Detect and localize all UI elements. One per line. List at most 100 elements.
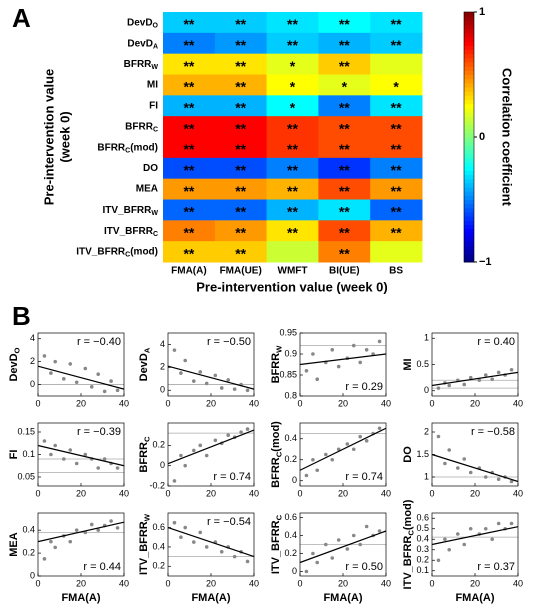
data-point [468, 375, 473, 380]
colorbar-segment [464, 91, 474, 96]
data-point [219, 549, 224, 554]
data-point [462, 542, 467, 547]
x-tick-label: 40 [119, 578, 129, 588]
x-axis-title: FMA(A) [191, 592, 230, 604]
colorbar-segment [464, 174, 474, 180]
y-tick-label: 0.9 [284, 348, 297, 358]
heatmap-cell [370, 53, 423, 75]
significance-label: ** [235, 245, 246, 261]
data-point [213, 438, 218, 443]
data-point [192, 448, 196, 453]
data-point [226, 378, 230, 382]
data-point [42, 439, 47, 443]
data-point [456, 466, 460, 470]
row-label: ITV_BFRRC [104, 225, 158, 237]
significance-label: ** [183, 37, 194, 53]
colorbar-segment [464, 195, 474, 200]
significance-label: ** [287, 162, 298, 178]
y-axis-title-main: BFRR [138, 442, 150, 473]
data-point [239, 430, 243, 434]
x-tick-label: 20 [338, 488, 348, 498]
r-annotation: r = −0.40 [77, 336, 121, 348]
data-point [213, 373, 218, 378]
heatmap-cell [370, 157, 423, 180]
significance-label: ** [235, 99, 246, 115]
data-point [232, 554, 237, 559]
colorbar-segment [464, 170, 474, 175]
data-point [336, 447, 341, 452]
colorbar-segment [464, 216, 474, 221]
data-point [109, 519, 113, 523]
y-axis-title-main: BFRR [270, 353, 282, 384]
significance-label: ** [339, 16, 350, 32]
heatmap-cell [266, 95, 319, 117]
y-tick-label: 0.95 [279, 327, 297, 337]
data-point [192, 540, 196, 544]
significance-label: ** [339, 120, 350, 136]
data-point [89, 522, 94, 527]
significance-label: ** [287, 183, 298, 199]
data-point [462, 382, 467, 387]
y-axis-title: DevDO [8, 347, 21, 381]
colorbar-segment [464, 70, 474, 75]
x-axis-title: FMA(A) [455, 592, 494, 604]
y-tick-label: 4 [30, 333, 35, 343]
heatmap-cell [266, 241, 319, 263]
data-point [483, 475, 488, 479]
heatmap-cell [163, 12, 216, 34]
data-point [468, 470, 473, 475]
colorbar-segment [464, 82, 474, 88]
y-axis-title-sub: W [142, 513, 151, 521]
data-point [315, 377, 320, 382]
heatmap-cell [370, 12, 423, 34]
data-point [377, 426, 382, 431]
x-tick-label: 0 [297, 488, 302, 498]
y-tick-label: 2 [160, 362, 165, 372]
y-tick-label: 0.8 [284, 390, 297, 400]
y-axis-title: MI [402, 358, 414, 370]
fit-line [299, 530, 387, 564]
significance-label: ** [339, 58, 350, 74]
significance-label: * [290, 79, 296, 95]
heatmap-cell [266, 220, 319, 242]
data-point [436, 386, 441, 390]
x-tick-label: WMFT [278, 266, 308, 277]
colorbar-segment [464, 191, 474, 196]
significance-label: ** [183, 141, 194, 157]
data-point [311, 551, 315, 556]
data-point [49, 371, 53, 375]
data-point [377, 529, 382, 533]
significance-label: * [393, 79, 399, 95]
data-point [311, 457, 315, 462]
colorbar-segment [464, 207, 474, 213]
colorbar-segment [464, 224, 474, 230]
data-point [345, 547, 350, 551]
significance-label: ** [287, 16, 298, 32]
heatmap-cell [318, 199, 371, 221]
heatmap-cell [163, 74, 216, 96]
row-label-sub: A [153, 43, 158, 50]
significance-label: ** [339, 245, 350, 261]
heatmap-cell [214, 137, 268, 159]
row-label: BFRRW [124, 59, 159, 71]
row-label-main: ITV_BFRR [104, 225, 154, 236]
significance-label: ** [339, 183, 350, 199]
colorbar-segment [464, 95, 474, 100]
heatmap-cell [163, 241, 216, 263]
heatmap-cell [370, 137, 423, 159]
data-point [447, 383, 452, 388]
data-point [304, 569, 309, 574]
y-axis-title: BFRRW [270, 345, 283, 384]
row-label-main: DevD [127, 38, 153, 49]
colorbar-segment [464, 137, 474, 142]
data-point [96, 528, 100, 532]
significance-label: ** [183, 99, 194, 115]
significance-label: ** [183, 245, 194, 261]
y-tick-label: 0.4 [22, 525, 35, 535]
fit-line [37, 521, 125, 543]
significance-label: ** [183, 204, 194, 220]
r-annotation: r = −0.54 [207, 516, 251, 528]
data-point [68, 539, 73, 544]
significance-label: ** [339, 99, 350, 115]
x-tick-label: 40 [513, 488, 523, 498]
